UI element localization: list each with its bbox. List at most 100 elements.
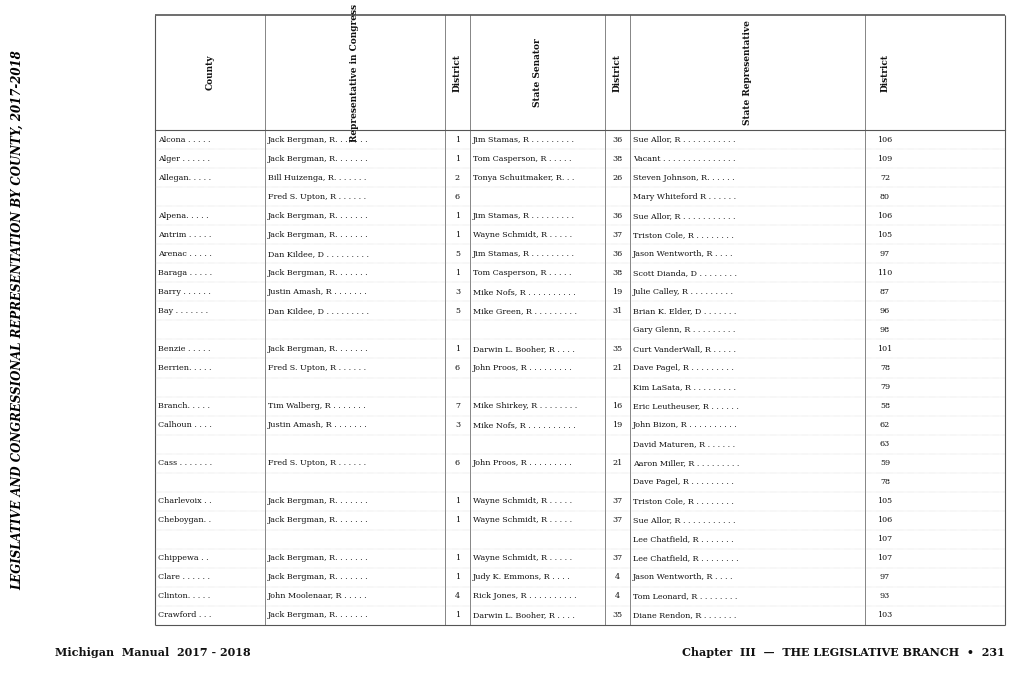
Text: Sue Allor, R . . . . . . . . . . .: Sue Allor, R . . . . . . . . . . . bbox=[633, 211, 735, 220]
Text: District: District bbox=[612, 54, 622, 92]
Text: 101: 101 bbox=[876, 345, 892, 353]
Text: 106: 106 bbox=[876, 211, 892, 220]
Text: Jack Bergman, R. . . . . . .: Jack Bergman, R. . . . . . . bbox=[268, 497, 368, 505]
Text: 93: 93 bbox=[879, 592, 890, 600]
Text: Charlevoix . .: Charlevoix . . bbox=[158, 497, 211, 505]
Text: 1: 1 bbox=[454, 573, 460, 581]
Text: 38: 38 bbox=[611, 269, 622, 277]
Text: 106: 106 bbox=[876, 135, 892, 143]
Text: 3: 3 bbox=[454, 288, 460, 296]
Text: Jack Bergman, R. . . . . . .: Jack Bergman, R. . . . . . . bbox=[268, 211, 368, 220]
Text: Tom Casperson, R . . . . .: Tom Casperson, R . . . . . bbox=[473, 269, 571, 277]
Text: Tom Casperson, R . . . . .: Tom Casperson, R . . . . . bbox=[473, 154, 571, 163]
Text: 62: 62 bbox=[879, 421, 890, 429]
Text: 4: 4 bbox=[614, 592, 620, 600]
Text: Clinton. . . . .: Clinton. . . . . bbox=[158, 592, 210, 600]
Text: 4: 4 bbox=[614, 573, 620, 581]
Text: Fred S. Upton, R . . . . . .: Fred S. Upton, R . . . . . . bbox=[268, 192, 366, 201]
Text: 4: 4 bbox=[454, 592, 460, 600]
Text: 58: 58 bbox=[879, 402, 890, 410]
Text: 103: 103 bbox=[876, 611, 892, 619]
Text: 78: 78 bbox=[879, 478, 890, 486]
Text: Sue Allor, R . . . . . . . . . . .: Sue Allor, R . . . . . . . . . . . bbox=[633, 516, 735, 524]
Text: Wayne Schmidt, R . . . . .: Wayne Schmidt, R . . . . . bbox=[473, 231, 572, 239]
Text: Bay . . . . . . .: Bay . . . . . . . bbox=[158, 307, 208, 315]
Text: 5: 5 bbox=[454, 250, 460, 258]
Text: Jack Bergman, R. . . . . . .: Jack Bergman, R. . . . . . . bbox=[268, 573, 368, 581]
Text: 109: 109 bbox=[876, 154, 892, 163]
Text: Baraga . . . . .: Baraga . . . . . bbox=[158, 269, 212, 277]
Text: 105: 105 bbox=[876, 497, 892, 505]
Text: John Proos, R . . . . . . . . .: John Proos, R . . . . . . . . . bbox=[473, 364, 573, 372]
Text: John Moolenaar, R . . . . .: John Moolenaar, R . . . . . bbox=[268, 592, 367, 600]
Text: 31: 31 bbox=[611, 307, 622, 315]
Text: 1: 1 bbox=[454, 135, 460, 143]
Text: Judy K. Emmons, R . . . .: Judy K. Emmons, R . . . . bbox=[473, 573, 571, 581]
Text: 63: 63 bbox=[879, 440, 890, 448]
Text: 96: 96 bbox=[879, 307, 890, 315]
Text: Calhoun . . . .: Calhoun . . . . bbox=[158, 421, 212, 429]
Text: 37: 37 bbox=[611, 231, 622, 239]
Text: 1: 1 bbox=[454, 516, 460, 524]
Text: State Representative: State Representative bbox=[742, 20, 751, 125]
Text: 97: 97 bbox=[879, 250, 890, 258]
Text: Crawford . . .: Crawford . . . bbox=[158, 611, 211, 619]
Text: 36: 36 bbox=[611, 211, 622, 220]
Text: 37: 37 bbox=[611, 497, 622, 505]
Text: Bill Huizenga, R. . . . . . .: Bill Huizenga, R. . . . . . . bbox=[268, 173, 366, 182]
Text: Alpena. . . . .: Alpena. . . . . bbox=[158, 211, 209, 220]
Text: Rick Jones, R . . . . . . . . . .: Rick Jones, R . . . . . . . . . . bbox=[473, 592, 576, 600]
Text: Kim LaSata, R . . . . . . . . .: Kim LaSata, R . . . . . . . . . bbox=[633, 383, 736, 391]
Text: Wayne Schmidt, R . . . . .: Wayne Schmidt, R . . . . . bbox=[473, 554, 572, 562]
Text: Mike Shirkey, R . . . . . . . .: Mike Shirkey, R . . . . . . . . bbox=[473, 402, 577, 410]
Text: Barry . . . . . .: Barry . . . . . . bbox=[158, 288, 211, 296]
Text: Lee Chatfield, R . . . . . . . .: Lee Chatfield, R . . . . . . . . bbox=[633, 554, 738, 562]
Text: Branch. . . . .: Branch. . . . . bbox=[158, 402, 210, 410]
Text: Dan Kildee, D . . . . . . . . .: Dan Kildee, D . . . . . . . . . bbox=[268, 307, 369, 315]
Text: Alcona . . . . .: Alcona . . . . . bbox=[158, 135, 210, 143]
Text: Fred S. Upton, R . . . . . .: Fred S. Upton, R . . . . . . bbox=[268, 364, 366, 372]
Text: 107: 107 bbox=[876, 554, 892, 562]
Text: 2: 2 bbox=[454, 173, 460, 182]
Text: Clare . . . . . .: Clare . . . . . . bbox=[158, 573, 210, 581]
Text: John Bizon, R . . . . . . . . . .: John Bizon, R . . . . . . . . . . bbox=[633, 421, 737, 429]
Text: Tim Walberg, R . . . . . . .: Tim Walberg, R . . . . . . . bbox=[268, 402, 366, 410]
Text: Benzie . . . . .: Benzie . . . . . bbox=[158, 345, 210, 353]
Text: Tom Leonard, R . . . . . . . .: Tom Leonard, R . . . . . . . . bbox=[633, 592, 737, 600]
Text: State Senator: State Senator bbox=[533, 38, 541, 107]
Text: Eric Leutheuser, R . . . . . .: Eric Leutheuser, R . . . . . . bbox=[633, 402, 738, 410]
Text: 35: 35 bbox=[611, 611, 622, 619]
Text: Jim Stamas, R . . . . . . . . .: Jim Stamas, R . . . . . . . . . bbox=[473, 211, 575, 220]
Text: 105: 105 bbox=[876, 231, 892, 239]
Text: 21: 21 bbox=[611, 364, 622, 372]
Text: Mike Nofs, R . . . . . . . . . .: Mike Nofs, R . . . . . . . . . . bbox=[473, 288, 575, 296]
Text: Darwin L. Booher, R . . . .: Darwin L. Booher, R . . . . bbox=[473, 611, 575, 619]
Text: Chippewa . .: Chippewa . . bbox=[158, 554, 209, 562]
Text: 1: 1 bbox=[454, 345, 460, 353]
Text: Alger . . . . . .: Alger . . . . . . bbox=[158, 154, 210, 163]
Text: 1: 1 bbox=[454, 554, 460, 562]
Text: Jack Bergman, R. . . . . . .: Jack Bergman, R. . . . . . . bbox=[268, 154, 368, 163]
Text: Jack Bergman, R. . . . . . .: Jack Bergman, R. . . . . . . bbox=[268, 516, 368, 524]
Text: Jim Stamas, R . . . . . . . . .: Jim Stamas, R . . . . . . . . . bbox=[473, 250, 575, 258]
Text: Dan Kildee, D . . . . . . . . .: Dan Kildee, D . . . . . . . . . bbox=[268, 250, 369, 258]
Text: Jason Wentworth, R . . . .: Jason Wentworth, R . . . . bbox=[633, 250, 733, 258]
Text: Dave Pagel, R . . . . . . . . .: Dave Pagel, R . . . . . . . . . bbox=[633, 478, 733, 486]
Text: County: County bbox=[205, 55, 214, 90]
Text: Jack Bergman, R. . . . . . .: Jack Bergman, R. . . . . . . bbox=[268, 135, 368, 143]
Text: 78: 78 bbox=[879, 364, 890, 372]
Text: 26: 26 bbox=[611, 173, 622, 182]
Text: Berrien. . . . .: Berrien. . . . . bbox=[158, 364, 211, 372]
Text: 21: 21 bbox=[611, 459, 622, 467]
Text: Steven Johnson, R. . . . . .: Steven Johnson, R. . . . . . bbox=[633, 173, 734, 182]
Text: Brian K. Elder, D . . . . . . .: Brian K. Elder, D . . . . . . . bbox=[633, 307, 736, 315]
Text: 36: 36 bbox=[611, 250, 622, 258]
Text: 7: 7 bbox=[454, 402, 460, 410]
Text: 3: 3 bbox=[454, 421, 460, 429]
Text: Mike Nofs, R . . . . . . . . . .: Mike Nofs, R . . . . . . . . . . bbox=[473, 421, 575, 429]
Text: Triston Cole, R . . . . . . . .: Triston Cole, R . . . . . . . . bbox=[633, 497, 733, 505]
Text: Jack Bergman, R. . . . . . .: Jack Bergman, R. . . . . . . bbox=[268, 611, 368, 619]
Text: 97: 97 bbox=[879, 573, 890, 581]
Text: 1: 1 bbox=[454, 611, 460, 619]
Text: District: District bbox=[452, 54, 462, 92]
